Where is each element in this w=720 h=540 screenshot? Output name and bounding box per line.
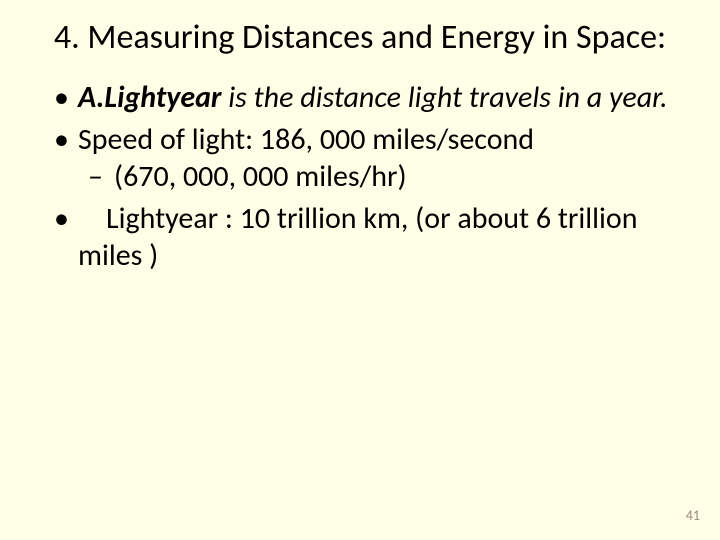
- bullet-text: Speed of light: 186, 000 miles/second: [78, 121, 534, 158]
- slide: 4. Measuring Distances and Energy in Spa…: [0, 0, 720, 540]
- bullet-item: Speed of light: 186, 000 miles/second (6…: [50, 121, 670, 196]
- slide-body: A.Lightyear is the distance light travel…: [0, 79, 720, 275]
- bullet-term: Lightyear: [104, 79, 221, 116]
- bullet-prefix: A.: [78, 79, 104, 116]
- bullet-rest: is the distance light travels in a year.: [222, 79, 668, 116]
- page-number: 41: [686, 507, 700, 524]
- bullet-text: Lightyear : 10 trillion km, (or about 6 …: [78, 200, 638, 275]
- slide-title: 4. Measuring Distances and Energy in Spa…: [0, 0, 720, 67]
- bullet-item: Lightyear : 10 trillion km, (or about 6 …: [50, 200, 670, 275]
- sub-bullet-text: (670, 000, 000 miles/hr): [114, 158, 407, 195]
- bullet-list: A.Lightyear is the distance light travel…: [50, 79, 670, 275]
- bullet-item: A.Lightyear is the distance light travel…: [50, 79, 670, 117]
- sub-bullet: (670, 000, 000 miles/hr): [78, 158, 670, 196]
